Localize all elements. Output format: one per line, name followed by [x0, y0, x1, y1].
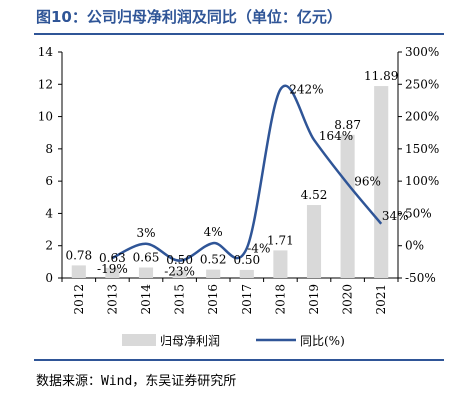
yoy-value-label: -4%	[247, 241, 270, 255]
bar-value-label: 0.63	[99, 251, 126, 265]
y-left-tick-label: 2	[45, 239, 53, 253]
yoy-value-label: 96%	[354, 175, 381, 189]
y-left-tick-label: 10	[38, 110, 53, 124]
yoy-value-label: -23%	[164, 265, 195, 279]
bar	[172, 269, 187, 278]
bar-value-label: 8.87	[334, 118, 361, 132]
source-note: 数据来源：Wind，东吴证券研究所	[36, 374, 237, 389]
bar-value-label: 0.78	[65, 248, 92, 262]
bar	[273, 250, 288, 278]
bar	[105, 267, 120, 278]
x-tick-label: 2020	[341, 284, 355, 315]
bar-value-label: 0.52	[200, 253, 227, 267]
x-tick-label: 2016	[206, 284, 220, 315]
yoy-value-label: 242%	[289, 82, 323, 96]
bar	[239, 269, 254, 278]
y-right-tick-label: 0%	[405, 239, 424, 253]
bar	[306, 205, 322, 278]
bar	[340, 134, 355, 278]
x-tick-label: 2019	[307, 284, 321, 315]
legend-swatch-bar	[122, 334, 156, 346]
legend-label-bar: 归母净利润	[160, 334, 220, 348]
x-tick-label: 2018	[273, 284, 287, 315]
x-tick-label: 2014	[139, 284, 153, 315]
bar-value-label: 0.50	[166, 253, 193, 267]
y-left-tick-label: 8	[45, 142, 53, 156]
y-right-tick-label: 250%	[405, 77, 439, 91]
y-left-tick-label: 12	[38, 77, 53, 91]
bar-value-label: 0.50	[233, 253, 260, 267]
bar-value-label: 1.71	[267, 233, 294, 247]
y-right-tick-label: 50%	[405, 206, 432, 220]
y-left-tick-label: 4	[45, 206, 53, 220]
yoy-line	[111, 84, 383, 262]
x-tick-label: 2015	[173, 284, 187, 315]
bar-series	[71, 86, 389, 278]
y-left-tick-label: 6	[45, 174, 53, 188]
bar	[374, 86, 389, 278]
x-tick-label: 2013	[105, 284, 119, 315]
yoy-value-label: 164%	[319, 129, 353, 143]
yoy-value-label: 34%	[382, 209, 409, 223]
yoy-value-label: 4%	[204, 225, 223, 239]
legend: 归母净利润 同比(%)	[122, 334, 345, 348]
yoy-value-label: -19%	[97, 262, 128, 276]
footer-rule	[34, 359, 444, 361]
bar	[71, 265, 86, 278]
bar-value-label: 11.89	[364, 69, 398, 83]
chart-title: 图10：公司归母净利润及同比（单位：亿元）	[36, 8, 342, 26]
bar-value-label: 0.65	[133, 251, 160, 265]
profit-chart: 0 2 4 6 8 10 12 14 -50% 0% 50% 100% 150% 200% 250% 300%…	[38, 45, 440, 348]
yoy-value-label: 3%	[136, 226, 155, 240]
y-right-tick-label: 300%	[405, 45, 439, 59]
y-right-tick-label: 100%	[405, 174, 439, 188]
y-left-tick-label: 14	[38, 45, 54, 59]
title-rule	[34, 33, 444, 35]
line-series	[111, 84, 383, 262]
legend-label-line: 同比(%)	[300, 334, 345, 348]
y-left-tick-label: 0	[45, 271, 53, 285]
axes: 0 2 4 6 8 10 12 14 -50% 0% 50% 100% 150% 200% 250% 300%…	[38, 45, 440, 315]
y-right-tick-label: -50%	[405, 271, 436, 285]
bar-value-label: 4.52	[301, 188, 328, 202]
y-right-tick-label: 150%	[405, 142, 439, 156]
bar	[206, 269, 221, 278]
x-tick-label: 2017	[240, 284, 254, 315]
y-right-tick-label: 200%	[405, 110, 439, 124]
x-tick-label: 2012	[72, 284, 86, 315]
x-tick-label: 2021	[374, 284, 388, 315]
bar	[138, 267, 154, 278]
data-labels: 0.78 0.63 0.65 0.50 0.52 0.50 1.71 4.52 8.87 11.8…	[65, 69, 408, 279]
